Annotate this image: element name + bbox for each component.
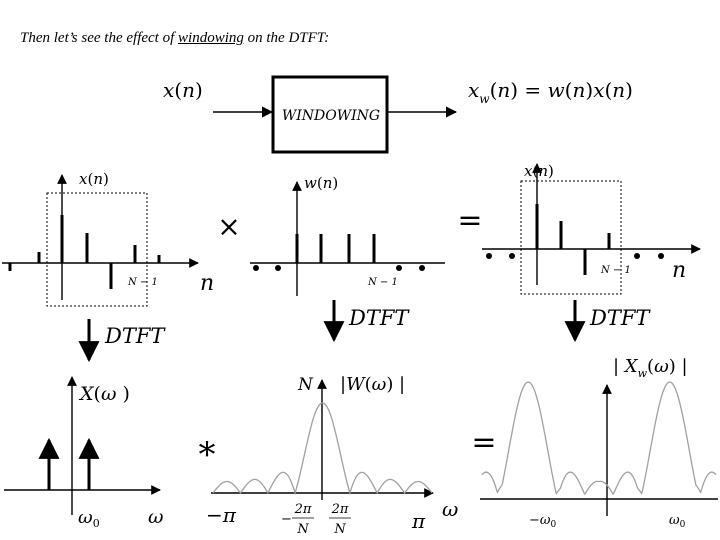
heading-text-after: on the DTFT: bbox=[243, 30, 330, 46]
result-plot: | Xw(ω) | −ω0 ω0 bbox=[480, 356, 718, 530]
signal-stems bbox=[8, 215, 161, 289]
dtft-arrows: DTFT DTFT DTFT bbox=[78, 300, 651, 363]
product-zero-dot bbox=[509, 253, 515, 259]
window-zero-dot bbox=[396, 265, 402, 271]
window-zero-dot bbox=[253, 265, 259, 271]
kernel-null-right-den: N bbox=[333, 522, 346, 537]
kernel-null-left-den: N bbox=[296, 522, 309, 537]
result-magnitude-curve bbox=[481, 381, 717, 495]
product-end-tick: N − 1 bbox=[600, 265, 631, 276]
heading-underlined-word: windowing bbox=[178, 30, 244, 46]
kernel-peak-label: N bbox=[297, 375, 314, 395]
product-plot: x(n) n N − 1 bbox=[482, 162, 701, 295]
windowing-box bbox=[271, 75, 389, 154]
spectrum-xlabel: ω bbox=[148, 506, 164, 528]
result-left-tick: −ω0 bbox=[529, 513, 557, 530]
dtft-label-right: DTFT bbox=[589, 306, 651, 330]
spectrum-plot: X(ω ) ω0 ω bbox=[4, 376, 164, 530]
window-ylabel: w(n) bbox=[304, 174, 338, 192]
product-zero-dot bbox=[658, 253, 664, 259]
windowing-box-label: WINDOWING bbox=[282, 108, 380, 124]
spectrum-ylabel: X(ω ) bbox=[78, 383, 130, 405]
window-zero-dot bbox=[419, 265, 425, 271]
window-plot: w(n) N − 1 bbox=[250, 174, 445, 296]
kernel-xlabel: ω bbox=[442, 497, 458, 521]
result-right-tick: ω0 bbox=[669, 513, 686, 530]
window-stems bbox=[295, 234, 376, 263]
dtft-label-left: DTFT bbox=[104, 324, 166, 348]
product-zero-dots bbox=[486, 253, 664, 259]
kernel-null-right-num: 2π bbox=[331, 502, 349, 517]
product-zero-dot bbox=[634, 253, 640, 259]
kernel-ylabel: |W(ω) | bbox=[340, 374, 405, 395]
window-end-tick: N − 1 bbox=[367, 277, 398, 288]
window-zero-dot bbox=[275, 265, 281, 271]
slide-heading: Then let’s see the effect of windowing o… bbox=[20, 30, 329, 47]
signal-xlabel: n bbox=[200, 271, 214, 296]
block-input-label: x(n) bbox=[163, 78, 203, 102]
kernel-null-left-num: 2π bbox=[294, 502, 312, 517]
kernel-null-right: 2π N bbox=[329, 502, 351, 537]
dtft-label-middle: DTFT bbox=[348, 306, 410, 330]
signal-plot: x(n) n N − 1 bbox=[2, 170, 214, 307]
product-ylabel: x(n) bbox=[524, 162, 554, 180]
kernel-null-left-minus: − bbox=[281, 512, 292, 527]
product-window-dashed-box bbox=[520, 180, 622, 295]
product-xlabel: n bbox=[672, 258, 686, 283]
signal-end-tick: N − 1 bbox=[127, 277, 158, 288]
convolution-operator: * bbox=[199, 435, 216, 475]
window-zero-dots bbox=[253, 265, 425, 271]
block-diagram: x(n) WINDOWING xw(n) = w(n)x(n) bbox=[163, 75, 633, 154]
kernel-null-left: − 2π N bbox=[281, 502, 314, 537]
times-operator: × bbox=[217, 210, 240, 243]
equals-operator-row1: = bbox=[457, 203, 482, 238]
kernel-left-tick: −π bbox=[206, 503, 237, 527]
spectrum-tick: ω0 bbox=[78, 507, 100, 530]
equals-operator-row2: = bbox=[471, 425, 496, 460]
product-zero-dot bbox=[486, 253, 492, 259]
signal-window-dashed-box bbox=[46, 192, 148, 307]
kernel-plot: N |W(ω) | −π π ω − 2π N 2π N bbox=[206, 374, 458, 537]
heading-text-before: Then let’s see the effect of bbox=[20, 30, 179, 46]
block-output-label: xw(n) = w(n)x(n) bbox=[468, 78, 633, 106]
signal-ylabel: x(n) bbox=[79, 170, 109, 188]
kernel-magnitude-curve bbox=[212, 402, 433, 496]
product-stems bbox=[535, 204, 611, 275]
result-ylabel: | Xw(ω) | bbox=[613, 356, 688, 380]
kernel-right-tick: π bbox=[411, 509, 426, 533]
